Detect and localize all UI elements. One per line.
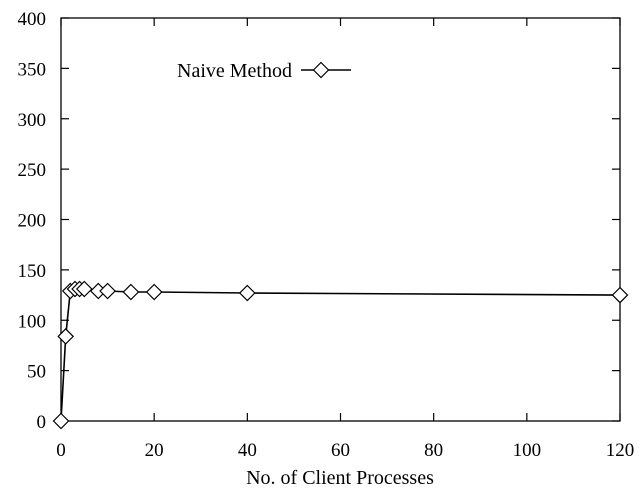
ticks: [60, 17, 621, 422]
x-tick-label: 80: [424, 440, 443, 461]
y-tick-label: 200: [18, 211, 47, 232]
x-tick-label: 20: [145, 440, 164, 461]
y-tick-label: 50: [27, 362, 46, 383]
tick-labels: 0 20 40 60 80 100 120 0 50 100 150 200 250 300 350 400: [18, 9, 635, 461]
plot-frame: [60, 17, 621, 422]
y-tick-label: 300: [18, 110, 47, 131]
y-tick-label: 100: [18, 311, 47, 332]
legend-label: Naive Method: [177, 60, 292, 82]
legend: Naive Method: [177, 60, 351, 82]
y-tick-label: 350: [18, 59, 47, 80]
data-point-marker: [75, 280, 93, 298]
x-tick-label: 100: [513, 440, 542, 461]
y-tick-label: 0: [37, 412, 47, 433]
data-point-marker: [122, 283, 140, 301]
data-point-marker: [57, 328, 75, 345]
legend-marker: [312, 61, 330, 79]
data-point-marker: [145, 283, 163, 301]
data-point-marker: [611, 286, 629, 304]
y-tick-label: 250: [18, 160, 47, 181]
y-tick-label: 400: [18, 9, 47, 30]
data-point-marker: [52, 412, 70, 430]
y-tick-label: 150: [18, 261, 47, 282]
x-tick-label: 120: [606, 440, 635, 461]
series-line-naive-method: [60, 288, 621, 422]
x-tick-label: 0: [56, 440, 66, 461]
data-point-marker: [238, 284, 256, 302]
x-tick-label: 40: [238, 440, 257, 461]
x-axis-label: No. of Client Processes: [246, 467, 434, 489]
x-tick-label: 60: [331, 440, 350, 461]
series-markers: [52, 280, 629, 430]
data-point-marker: [99, 282, 116, 300]
